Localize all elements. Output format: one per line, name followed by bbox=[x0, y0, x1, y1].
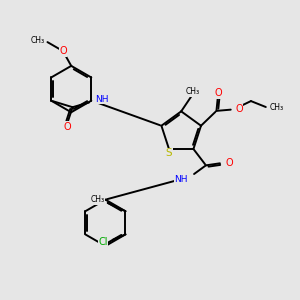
Text: CH₃: CH₃ bbox=[186, 87, 200, 96]
Text: O: O bbox=[235, 104, 243, 114]
Text: CH₃: CH₃ bbox=[269, 103, 284, 112]
Text: O: O bbox=[59, 46, 67, 56]
Text: O: O bbox=[63, 122, 71, 131]
Text: CH₃: CH₃ bbox=[30, 36, 44, 45]
Text: CH₃: CH₃ bbox=[91, 195, 105, 204]
Text: NH: NH bbox=[175, 175, 188, 184]
Text: NH: NH bbox=[95, 95, 108, 104]
Text: Cl: Cl bbox=[98, 237, 108, 248]
Text: O: O bbox=[225, 158, 233, 168]
Text: O: O bbox=[214, 88, 222, 98]
Text: S: S bbox=[166, 148, 172, 158]
